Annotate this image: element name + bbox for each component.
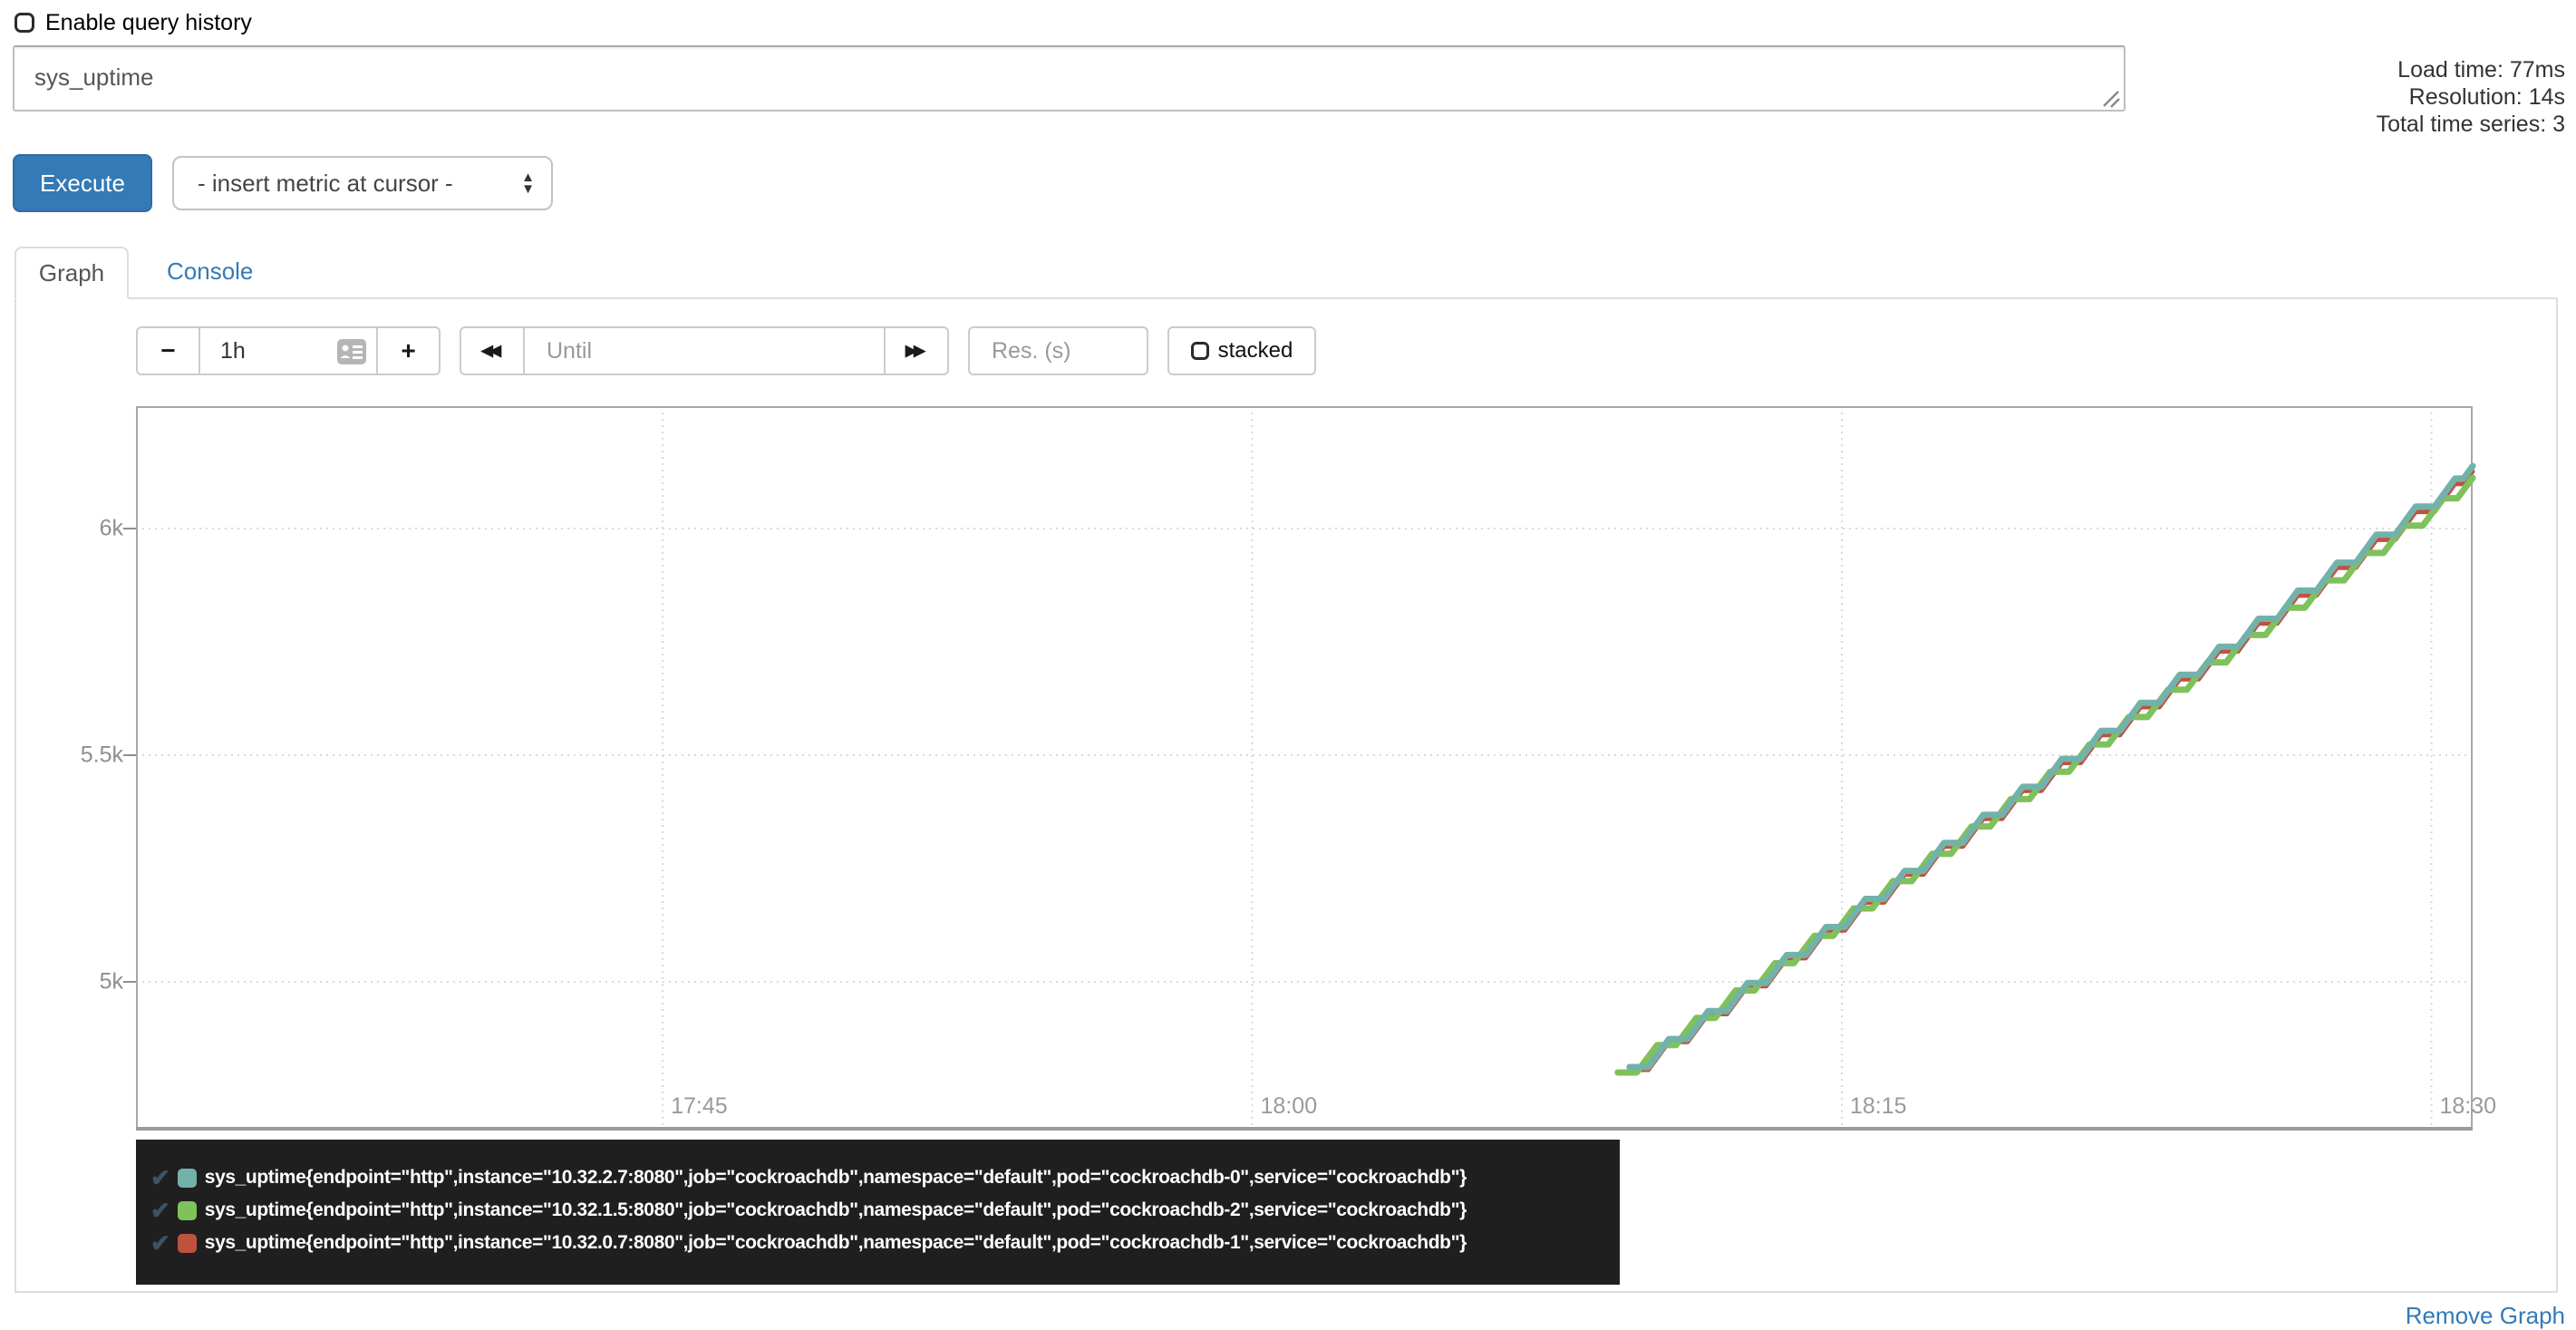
execute-row: Execute - insert metric at cursor - ▲ ▼ (13, 154, 2576, 212)
time-back-button[interactable]: ◀◀ (460, 326, 525, 375)
execute-button[interactable]: Execute (13, 154, 152, 212)
y-tick-label: 5k (99, 968, 123, 995)
graph-controls: − + (136, 326, 1316, 375)
check-icon[interactable]: ✔ (150, 1197, 170, 1224)
legend-item[interactable]: ✔ sys_uptime{endpoint="http",instance="10… (150, 1161, 1620, 1194)
query-history-label: Enable query history (45, 9, 252, 35)
check-icon[interactable]: ✔ (150, 1164, 170, 1191)
range-grow-button[interactable]: + (376, 326, 441, 375)
insert-metric-select[interactable]: - insert metric at cursor - ▲ ▼ (172, 156, 553, 210)
series-color-swatch (177, 1168, 197, 1188)
series-label: sys_uptime{endpoint="http",instance="10.… (204, 1167, 1467, 1188)
load-time: Load time: 77ms (2397, 57, 2565, 83)
x-tick-label: 17:45 (671, 1093, 728, 1119)
chart-canvas[interactable] (123, 406, 2476, 1131)
tab-graph[interactable]: Graph (15, 247, 129, 299)
calendar-icon (336, 338, 367, 370)
remove-graph-link[interactable]: Remove Graph (2405, 1302, 2565, 1329)
series-label: sys_uptime{endpoint="http",instance="10.… (204, 1232, 1467, 1253)
legend-item[interactable]: ✔ sys_uptime{endpoint="http",instance="10… (150, 1194, 1620, 1227)
query-history-checkbox[interactable] (15, 13, 34, 33)
query-expression-input[interactable]: sys_uptime (13, 45, 2126, 112)
series-label: sys_uptime{endpoint="http",instance="10.… (204, 1199, 1467, 1220)
stacked-checkbox[interactable] (1190, 342, 1209, 360)
stacked-toggle[interactable]: stacked (1167, 326, 1316, 375)
time-forward-button[interactable]: ▶▶ (884, 326, 949, 375)
time-control-group: ◀◀ ▶▶ (460, 326, 949, 375)
range-control-group: − + (136, 326, 441, 375)
until-input-wrap (523, 326, 886, 375)
resolution-input-wrap (968, 326, 1148, 375)
total-time-series: Total time series: 3 (2376, 112, 2565, 137)
until-input[interactable] (525, 328, 884, 374)
query-stats: Load time: 77ms Resolution: 14s Total ti… (2126, 45, 2576, 138)
y-tick-label: 5.5k (80, 742, 123, 768)
remove-graph-row: Remove Graph (0, 1293, 2576, 1330)
series-color-swatch (177, 1200, 197, 1220)
dropdown-arrows-icon: ▲ ▼ (521, 170, 535, 197)
series-color-swatch (177, 1233, 197, 1253)
chart-legend: ✔ sys_uptime{endpoint="http",instance="10… (136, 1140, 1620, 1285)
tab-bar: Graph Console (15, 245, 2576, 299)
resolution: Resolution: 14s (2408, 84, 2565, 110)
query-row: sys_uptime Load time: 77ms Resolution: 1… (0, 45, 2576, 138)
x-tick-label: 18:15 (1850, 1093, 1907, 1119)
graph-panel: − + (15, 297, 2558, 1293)
insert-metric-selected-value: - insert metric at cursor - (198, 169, 453, 197)
check-icon[interactable]: ✔ (150, 1229, 170, 1257)
tab-console[interactable]: Console (167, 257, 254, 285)
x-tick-label: 18:30 (2439, 1093, 2497, 1119)
query-history-row: Enable query history (0, 0, 2576, 36)
legend-item[interactable]: ✔ sys_uptime{endpoint="http",instance="10… (150, 1227, 1620, 1259)
y-tick-label: 6k (99, 515, 123, 541)
x-tick-label: 18:00 (1260, 1093, 1318, 1119)
range-shrink-button[interactable]: − (136, 326, 200, 375)
time-series-chart[interactable]: 5k 5.5k 6k 17:45 18:00 18:15 18:30 (81, 406, 2496, 1131)
range-input-wrap (199, 326, 378, 375)
stacked-label: stacked (1217, 338, 1293, 363)
resolution-input[interactable] (970, 328, 1147, 374)
series-line (1626, 462, 2476, 1071)
